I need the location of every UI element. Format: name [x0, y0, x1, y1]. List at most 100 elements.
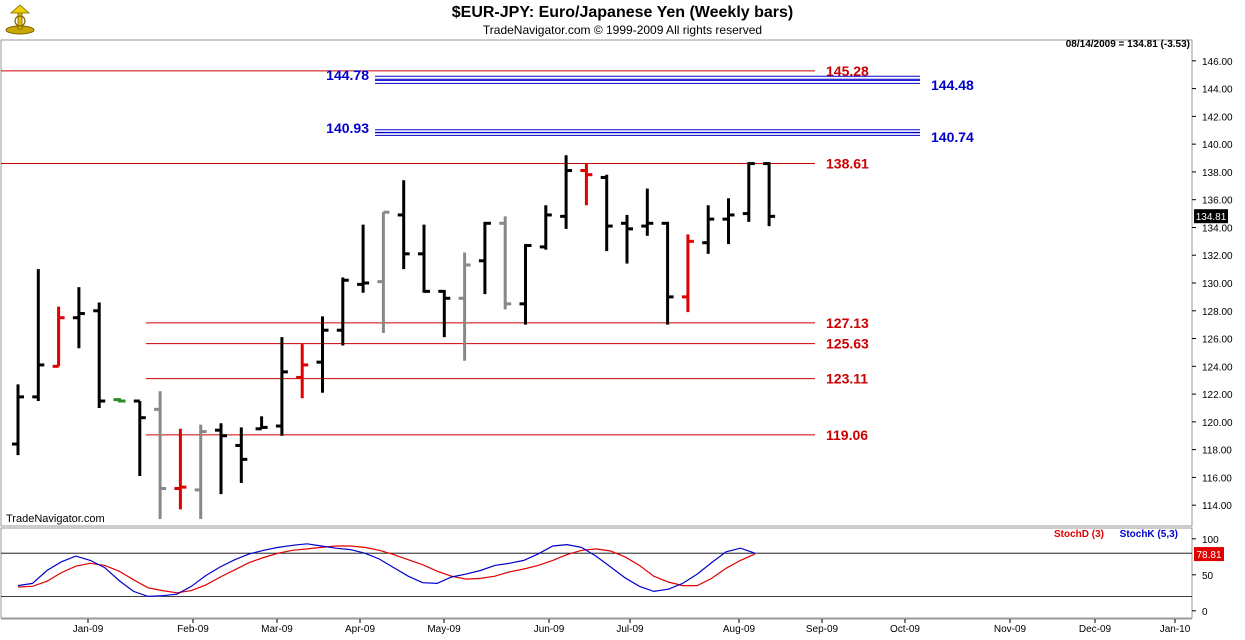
time-axis-label: Dec-09 [1079, 624, 1112, 635]
price-bar [113, 398, 126, 403]
level-label: 123.11 [826, 371, 868, 387]
price-bar [133, 399, 146, 477]
price-bar [539, 205, 552, 250]
stochd-legend-label: StochD (3) [1054, 529, 1104, 540]
oscillator-panel-frame [0, 527, 1193, 619]
chart-header: $EUR-JPY: Euro/Japanese Yen (Weekly bars… [0, 0, 1245, 40]
time-axis-label: Jan-09 [73, 624, 104, 635]
price-bar [275, 337, 288, 436]
price-axis-label: 128.00 [1202, 307, 1233, 318]
stochastic-oscillator: 100 50 0 [1, 535, 1219, 618]
time-axis-label: Apr-09 [345, 624, 375, 635]
time-axis-label: Sep-09 [806, 624, 839, 635]
price-bar [702, 205, 715, 254]
price-bar [377, 210, 390, 333]
price-bar [478, 221, 491, 295]
chart-subtitle: TradeNavigator.com © 1999-2009 All right… [482, 23, 763, 37]
price-axis-label: 126.00 [1202, 335, 1233, 346]
level-lines: 145.28 144.78 144.48 140.93 140.74 138.61 127.… [1, 63, 974, 443]
price-bar [32, 269, 45, 402]
price-bar [641, 188, 654, 236]
price-bar [397, 180, 410, 270]
level-label: 125.63 [826, 336, 869, 352]
stoch-axis-label: 50 [1202, 571, 1214, 582]
time-axis-label: Feb-09 [177, 624, 209, 635]
price-axis-label: 130.00 [1202, 279, 1233, 290]
stoch-axis-label: 0 [1202, 607, 1208, 618]
last-price-marker: 134.81 [1194, 209, 1228, 224]
price-bar [255, 416, 268, 431]
price-bar [438, 289, 451, 338]
price-bar [316, 316, 329, 393]
price-bar [336, 277, 349, 346]
stoch-legend: StochD (3) StochK (5,3) [1054, 529, 1178, 540]
price-bar [215, 423, 227, 495]
time-axis-label: Nov-09 [994, 624, 1027, 635]
level-label: 144.78 [326, 67, 369, 83]
price-axis-label: 140.00 [1202, 140, 1233, 151]
price-bar [763, 162, 776, 227]
price-bar [661, 221, 674, 325]
price-axis-label: 142.00 [1202, 112, 1233, 123]
price-bar [194, 424, 207, 520]
last-price-info: 08/14/2009 = 134.81 (-3.53) [1066, 39, 1190, 50]
price-bar [154, 391, 167, 520]
price-bar [12, 384, 24, 456]
price-axis-label: 136.00 [1202, 196, 1233, 207]
price-bar [296, 344, 309, 399]
price-axis-label: 118.00 [1202, 446, 1232, 457]
price-axis-label: 134.00 [1202, 223, 1233, 234]
time-axis-label: Jun-09 [534, 624, 565, 635]
level-label: 145.28 [826, 63, 869, 79]
chart-title: $EUR-JPY: Euro/Japanese Yen (Weekly bars… [451, 4, 794, 21]
price-bar [72, 287, 85, 349]
level-label: 144.48 [931, 77, 974, 93]
price-bar [580, 163, 593, 206]
price-bar [560, 155, 573, 229]
price-bar [681, 234, 694, 313]
price-bars [12, 155, 776, 520]
price-axis-label: 122.00 [1202, 390, 1233, 401]
price-axis-label: 120.00 [1202, 418, 1233, 429]
price-bar [235, 427, 248, 483]
watermark: TradeNavigator.com [6, 513, 105, 525]
stochk-line [17, 543, 756, 598]
price-bar [621, 214, 633, 264]
level-label: 140.93 [326, 120, 369, 136]
price-axis-label: 132.00 [1202, 251, 1233, 262]
stoch-last-label: 78.81 [1196, 550, 1221, 561]
time-axis-label: Jul-09 [616, 624, 644, 635]
price-bar [93, 302, 106, 408]
level-label: 138.61 [826, 155, 869, 171]
last-price-label: 134.81 [1196, 212, 1227, 223]
stochd-line [17, 545, 756, 594]
trade-navigator-logo-icon [5, 4, 35, 35]
time-axis-label: Mar-09 [261, 624, 293, 635]
price-axis-label: 146.00 [1202, 57, 1233, 68]
time-axis-label: Jan-10 [1160, 624, 1191, 635]
price-bar [357, 224, 370, 293]
time-axis-label: May-09 [427, 624, 461, 635]
level-label: 119.06 [826, 427, 868, 443]
stoch-last-marker: 78.81 [1194, 547, 1224, 562]
price-bar [418, 224, 430, 293]
stoch-axis-label: 100 [1202, 535, 1219, 546]
stochk-legend-label: StochK (5,3) [1120, 529, 1178, 540]
price-bar [499, 216, 512, 310]
price-axis-label: 114.00 [1202, 501, 1232, 512]
price-bar [742, 162, 755, 222]
price-bar [519, 244, 532, 325]
price-bar [722, 198, 735, 245]
price-bar [52, 306, 65, 368]
time-axis-label: Aug-09 [723, 624, 756, 635]
level-label: 140.74 [931, 129, 974, 145]
price-bar [458, 252, 471, 361]
time-axis-label: Oct-09 [890, 624, 920, 635]
price-axis-label: 144.00 [1202, 85, 1233, 96]
price-axis-label: 138.00 [1202, 168, 1233, 179]
price-bar [174, 428, 187, 510]
price-axis-label: 124.00 [1202, 362, 1233, 373]
price-bar [600, 174, 613, 252]
time-axis: Jan-09 Feb-09 Mar-09 Apr-09 May-09 Jun-09 Jul-… [73, 619, 1191, 635]
